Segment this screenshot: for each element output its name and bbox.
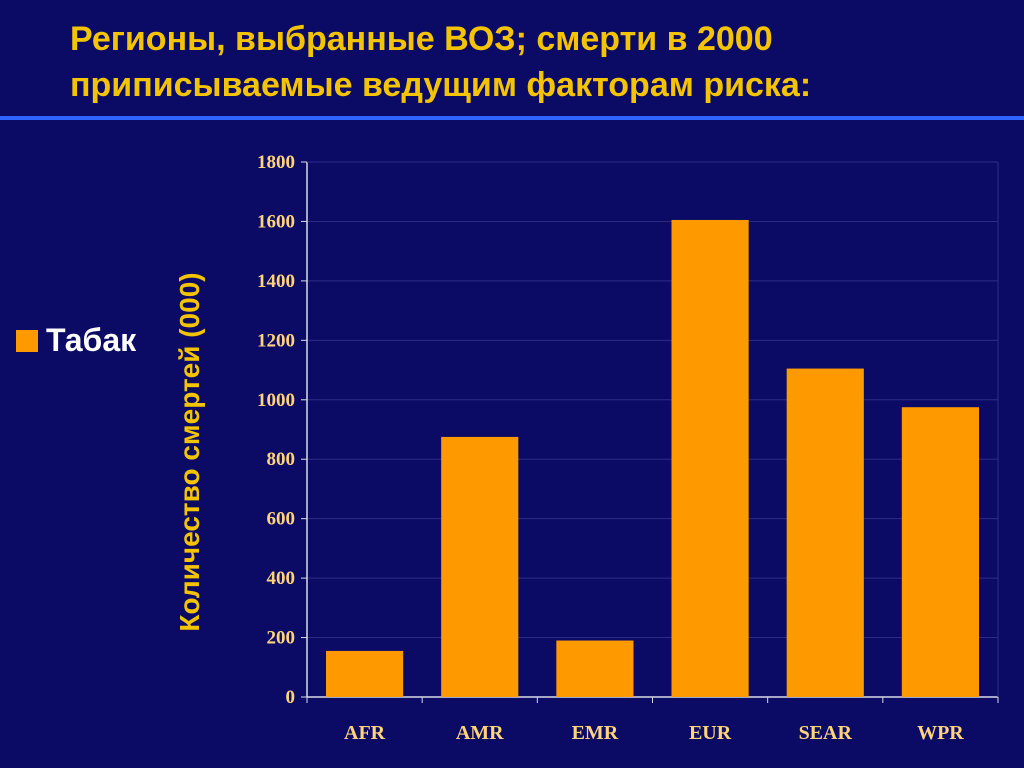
- bar-amr: [441, 436, 519, 697]
- bar-eur: [671, 219, 749, 698]
- y-tick-label: 600: [267, 509, 296, 530]
- x-category-label: AFR: [344, 722, 386, 744]
- y-tick-label: 0: [286, 687, 296, 708]
- bar-afr: [326, 650, 404, 697]
- y-tick-label: 200: [267, 628, 296, 649]
- y-tick-label: 1800: [257, 152, 295, 173]
- x-category-label: EUR: [689, 722, 732, 744]
- y-tick-label: 1600: [257, 211, 295, 232]
- x-category-label: WPR: [917, 722, 964, 744]
- title-divider: [0, 116, 1024, 120]
- title-line-1: Регионы, выбранные ВОЗ; смерти в 2000: [70, 20, 773, 58]
- bar-emr: [556, 640, 634, 697]
- legend-label: Табак: [46, 322, 137, 358]
- y-tick-label: 1000: [257, 390, 295, 411]
- bar-wpr: [901, 407, 979, 697]
- y-tick-label: 400: [267, 568, 296, 589]
- title-line-2: приписываемые ведущим факторам риска:: [70, 66, 812, 104]
- x-category-label: EMR: [572, 722, 619, 744]
- slide-title: Регионы, выбранные ВОЗ; смерти в 2000 пр…: [70, 16, 1000, 108]
- y-tick-label: 800: [267, 449, 296, 470]
- y-tick-label: 1400: [257, 271, 295, 292]
- y-tick-label: 1200: [257, 330, 295, 351]
- legend-swatch: [16, 329, 38, 352]
- bar-sear: [786, 368, 864, 697]
- x-category-label: SEAR: [799, 722, 853, 744]
- x-category-label: AMR: [456, 722, 504, 744]
- chart-legend: Табак: [16, 322, 136, 359]
